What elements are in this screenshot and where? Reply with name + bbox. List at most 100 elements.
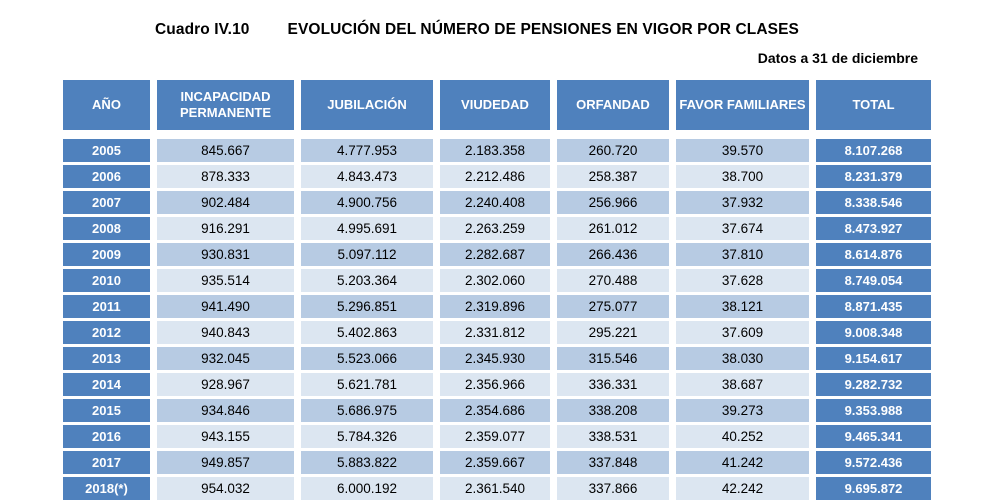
row-value: 39.273 <box>676 399 809 422</box>
row-total: 8.614.876 <box>816 243 931 266</box>
row-value: 337.866 <box>557 477 669 500</box>
row-value: 2.282.687 <box>440 243 550 266</box>
row-year: 2011 <box>63 295 150 318</box>
row-year: 2013 <box>63 347 150 370</box>
row-total: 9.282.732 <box>816 373 931 396</box>
table-body: 2005 845.667 4.777.953 2.183.358 260.720 39.5… <box>63 139 931 500</box>
table-title-text: EVOLUCIÓN DEL NÚMERO DE PENSIONES EN VIG… <box>287 21 799 38</box>
row-year: 2018(*) <box>63 477 150 500</box>
row-value: 941.490 <box>157 295 294 318</box>
col-header-incapacidad-permanente: INCAPACIDAD PERMANENTE <box>157 80 294 130</box>
row-year: 2015 <box>63 399 150 422</box>
row-value: 2.302.060 <box>440 269 550 292</box>
row-total: 9.465.341 <box>816 425 931 448</box>
row-value: 2.359.667 <box>440 451 550 474</box>
row-total: 8.107.268 <box>816 139 931 162</box>
row-value: 4.900.756 <box>301 191 433 214</box>
row-total: 9.695.872 <box>816 477 931 500</box>
row-value: 5.402.863 <box>301 321 433 344</box>
row-year: 2010 <box>63 269 150 292</box>
row-value: 5.621.781 <box>301 373 433 396</box>
row-value: 5.203.364 <box>301 269 433 292</box>
row-value: 260.720 <box>557 139 669 162</box>
row-value: 338.531 <box>557 425 669 448</box>
row-value: 295.221 <box>557 321 669 344</box>
row-value: 934.846 <box>157 399 294 422</box>
row-value: 4.843.473 <box>301 165 433 188</box>
row-value: 2.354.686 <box>440 399 550 422</box>
row-value: 336.331 <box>557 373 669 396</box>
row-year: 2008 <box>63 217 150 240</box>
row-value: 40.252 <box>676 425 809 448</box>
row-total: 9.008.348 <box>816 321 931 344</box>
col-header-orfandad: ORFANDAD <box>557 80 669 130</box>
col-header-ano: AÑO <box>63 80 150 130</box>
row-year: 2014 <box>63 373 150 396</box>
col-header-total: TOTAL <box>816 80 931 130</box>
row-value: 2.183.358 <box>440 139 550 162</box>
row-value: 37.674 <box>676 217 809 240</box>
row-value: 38.030 <box>676 347 809 370</box>
table-header-row: AÑO INCAPACIDAD PERMANENTE JUBILACIÓN VI… <box>63 80 931 130</box>
row-value: 5.883.822 <box>301 451 433 474</box>
row-year: 2017 <box>63 451 150 474</box>
row-total: 8.338.546 <box>816 191 931 214</box>
row-value: 6.000.192 <box>301 477 433 500</box>
row-value: 5.784.326 <box>301 425 433 448</box>
row-value: 930.831 <box>157 243 294 266</box>
row-value: 270.488 <box>557 269 669 292</box>
row-total: 9.353.988 <box>816 399 931 422</box>
row-year: 2016 <box>63 425 150 448</box>
row-value: 315.546 <box>557 347 669 370</box>
row-value: 338.208 <box>557 399 669 422</box>
row-value: 2.359.077 <box>440 425 550 448</box>
subtitle-date-note: Datos a 31 de diciembre <box>757 50 918 66</box>
row-value: 266.436 <box>557 243 669 266</box>
row-value: 5.097.112 <box>301 243 433 266</box>
row-year: 2009 <box>63 243 150 266</box>
row-year: 2006 <box>63 165 150 188</box>
row-value: 41.242 <box>676 451 809 474</box>
row-value: 4.777.953 <box>301 139 433 162</box>
col-header-favor-familiares: FAVOR FAMILIARES <box>676 80 809 130</box>
row-value: 935.514 <box>157 269 294 292</box>
row-value: 932.045 <box>157 347 294 370</box>
row-value: 916.291 <box>157 217 294 240</box>
row-value: 954.032 <box>157 477 294 500</box>
table-number-label: Cuadro IV.10 <box>155 21 250 38</box>
row-value: 261.012 <box>557 217 669 240</box>
row-total: 8.871.435 <box>816 295 931 318</box>
row-value: 38.700 <box>676 165 809 188</box>
row-value: 38.687 <box>676 373 809 396</box>
row-value: 2.263.259 <box>440 217 550 240</box>
row-value: 258.387 <box>557 165 669 188</box>
col-header-jubilacion: JUBILACIÓN <box>301 80 433 130</box>
row-value: 845.667 <box>157 139 294 162</box>
row-value: 949.857 <box>157 451 294 474</box>
row-value: 2.331.812 <box>440 321 550 344</box>
row-value: 39.570 <box>676 139 809 162</box>
row-total: 8.473.927 <box>816 217 931 240</box>
row-total: 9.154.617 <box>816 347 931 370</box>
row-value: 256.966 <box>557 191 669 214</box>
row-year: 2012 <box>63 321 150 344</box>
row-value: 337.848 <box>557 451 669 474</box>
row-value: 940.843 <box>157 321 294 344</box>
row-value: 37.609 <box>676 321 809 344</box>
col-header-viudedad: VIUDEDAD <box>440 80 550 130</box>
row-value: 878.333 <box>157 165 294 188</box>
row-value: 37.932 <box>676 191 809 214</box>
row-value: 5.523.066 <box>301 347 433 370</box>
row-value: 2.212.486 <box>440 165 550 188</box>
pensions-table: AÑO INCAPACIDAD PERMANENTE JUBILACIÓN VI… <box>63 80 931 500</box>
row-value: 37.628 <box>676 269 809 292</box>
row-year: 2007 <box>63 191 150 214</box>
row-value: 2.319.896 <box>440 295 550 318</box>
row-value: 275.077 <box>557 295 669 318</box>
row-value: 37.810 <box>676 243 809 266</box>
row-value: 943.155 <box>157 425 294 448</box>
row-value: 5.686.975 <box>301 399 433 422</box>
row-value: 2.361.540 <box>440 477 550 500</box>
row-value: 4.995.691 <box>301 217 433 240</box>
row-total: 9.572.436 <box>816 451 931 474</box>
